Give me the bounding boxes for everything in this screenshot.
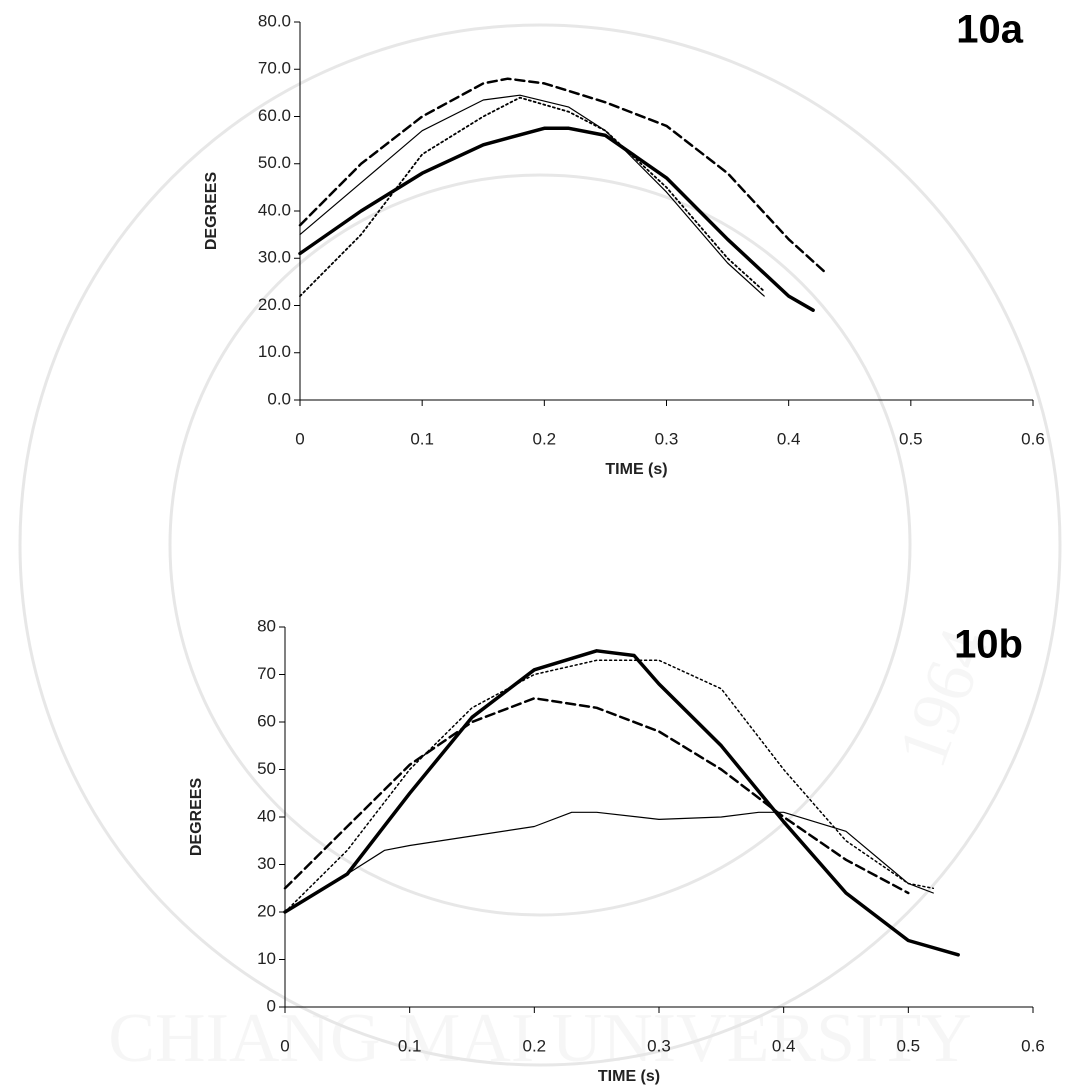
line-series (298, 77, 827, 274)
y-tick-label: 60.0 (258, 106, 291, 125)
y-tick-label: 20.0 (258, 295, 291, 314)
y-tick-label: 10.0 (258, 342, 291, 361)
panel-label: 10a (956, 8, 1023, 52)
y-tick-label: 40.0 (258, 200, 291, 219)
y-tick-label: 70.0 (258, 59, 291, 78)
x-tick-label: 0.5 (897, 1036, 921, 1055)
x-axis-title: TIME (s) (598, 1068, 660, 1085)
y-tick-label: 30.0 (258, 248, 291, 267)
y-tick-label: 80 (257, 616, 276, 635)
panel-label: 10b (954, 623, 1023, 667)
y-tick-label: 80.0 (258, 11, 291, 30)
y-axis-title: DEGREES (188, 778, 205, 857)
x-tick-label: 0 (295, 429, 304, 448)
x-axis-title: TIME (s) (605, 461, 667, 478)
seal-ring (168, 173, 912, 917)
y-tick-label: 10 (257, 949, 276, 968)
y-tick-label: 0 (267, 996, 276, 1015)
y-tick-label: 60 (257, 711, 276, 730)
x-tick-label: 0.4 (772, 1036, 796, 1055)
seal-ring (18, 23, 1062, 1067)
x-tick-label: 0.1 (410, 429, 434, 448)
x-tick-label: 0.2 (533, 429, 557, 448)
x-tick-label: 0.1 (398, 1036, 422, 1055)
y-tick-label: 70 (257, 664, 276, 683)
y-axis-title: DEGREES (203, 172, 220, 251)
line-series (299, 96, 766, 297)
x-tick-label: 0.5 (899, 429, 923, 448)
x-tick-label: 0.2 (523, 1036, 547, 1055)
x-tick-label: 0.3 (647, 1036, 671, 1055)
x-tick-label: 0.4 (777, 429, 801, 448)
y-tick-label: 50 (257, 759, 276, 778)
y-tick-label: 50.0 (258, 153, 291, 172)
line-series (283, 649, 960, 957)
line-series (298, 126, 815, 312)
line-series (299, 94, 765, 297)
y-tick-label: 30 (257, 854, 276, 873)
x-tick-label: 0.3 (655, 429, 679, 448)
watermark: CHIANG MAI UNIVERSITY 1964 (18, 23, 1062, 1077)
y-tick-label: 0.0 (267, 389, 291, 408)
line-series (284, 811, 934, 913)
x-tick-label: 0.6 (1021, 429, 1045, 448)
x-tick-label: 0.6 (1021, 1036, 1045, 1055)
x-tick-label: 0 (280, 1036, 289, 1055)
line-series (283, 697, 910, 895)
y-tick-label: 40 (257, 806, 276, 825)
y-tick-label: 20 (257, 901, 276, 920)
line-series (284, 659, 935, 913)
watermark-text: CHIANG MAI UNIVERSITY (108, 1000, 971, 1077)
